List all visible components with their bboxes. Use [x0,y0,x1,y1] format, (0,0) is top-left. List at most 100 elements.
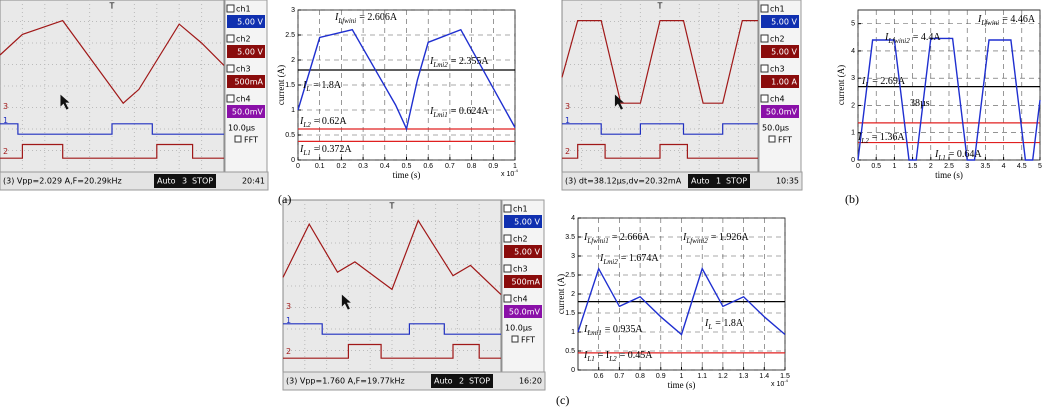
level-marker: 1 [3,116,8,125]
x-axis-label: time (s) [393,170,421,180]
x-tick-label: 3 [965,163,969,170]
channel-setting: 5.00 V [237,18,263,27]
x-tick-label: 5 [1038,163,1042,170]
y-tick-label: 3 [571,253,575,260]
mode: Auto [691,177,710,186]
scope: T312ch15.00 Vch25.00 Vch3500mAch450.0mV1… [0,0,268,190]
channel-setting: 500mA [511,278,540,287]
channel-checkbox [761,95,768,102]
channel-setting: 1.00 A [771,78,797,87]
x-tick-label: 0.9 [656,373,666,380]
annotation-subscript: L1 [586,355,594,363]
channel-name: ch3 [513,265,528,274]
x-tick-label: 0.5 [402,163,412,170]
x-tick-label: 0.3 [358,163,368,170]
y-tick-label: 0.5 [285,132,295,139]
run-state: STOP [192,177,213,186]
run-state: STOP [469,377,490,386]
mode: Auto [157,177,176,186]
trigger-mark: T [389,202,395,211]
clock: 20:41 [242,177,265,186]
annotation-subscript: L [305,85,310,93]
annotation-text: = 0.64A [949,149,983,160]
level-marker: 3 [565,102,570,111]
y-tick-label: 4 [851,48,855,55]
annotation-text: = 2.355A [451,56,490,67]
annotation-text: = 1.8A [313,80,342,91]
level-marker: 1 [565,116,570,125]
x-tick-label: 0.7 [615,373,625,380]
x-tick-label: 4.5 [1017,163,1027,170]
level-marker: 2 [286,347,291,356]
annotation-subscript: Lfwini2 [887,37,910,45]
channel-name: ch1 [770,5,785,14]
y-tick-label: 3 [851,75,855,82]
channel-setting: 50.0mV [232,108,264,117]
x-tick-label: 1.2 [718,373,728,380]
channel-setting: 50.0mV [766,108,798,117]
y-axis-label: current (A) [556,274,566,314]
x-tick-label: 0 [296,163,300,170]
annotation: 38µs [910,98,930,109]
x-tick-label: 1.1 [697,373,707,380]
channel-checkbox [761,35,768,42]
channel-setting: 5.00 V [771,48,797,57]
caption: (a) [278,192,291,206]
annotation-text: = I [598,350,609,361]
fft-checkbox [235,136,241,142]
x-tick-label: 0.6 [594,373,604,380]
exponent-base: x 10 [771,381,784,388]
annotation-subscript: Lfwini1 [586,237,608,245]
y-tick-label: 0.5 [565,348,575,355]
channel-setting: 500mA [234,78,263,87]
y-axis-label: current (A) [276,65,286,105]
trigger-mark: T [109,2,115,11]
x-tick-label: 1 [680,373,684,380]
scope: T312ch15.00 Vch25.00 Vch3500mAch450.0mV1… [283,200,545,390]
y-tick-label: 2.5 [565,272,575,279]
channel-name: ch4 [236,95,251,104]
annotation-text: = 1.8A [715,318,744,329]
x-exponent: x 10-4 [501,168,519,178]
annotation-text: = 2.666A [612,232,651,243]
annotation-text: = 2.606A [359,12,398,23]
channel-name: ch2 [236,35,251,44]
x-tick-label: 4 [1002,163,1006,170]
annotation-text: = 1.674A [621,253,660,264]
annotation-text: = 0.372A [314,144,353,155]
channel-checkbox [761,65,768,72]
channel-checkbox [504,265,511,272]
x-tick-label: 2 [929,163,933,170]
annotation-subscript: Lfwini2 [685,237,708,245]
channel-name: ch2 [770,35,785,44]
caption: (b) [845,192,859,206]
run-state: STOP [726,177,747,186]
channel-setting: 50.0mV [509,308,541,317]
annotation-text: 38µs [910,98,930,109]
y-tick-label: 2.5 [285,32,295,39]
channel-setting: 5.00 V [771,18,797,27]
x-tick-label: 0.2 [337,163,347,170]
annotation-text: = 4.46A [1002,14,1036,25]
x-tick-label: 1.4 [759,373,769,380]
y-tick-label: 3 [291,7,295,14]
level-marker: 2 [565,147,570,156]
fft-label: FFT [521,336,535,345]
x-axis-label: time (s) [935,170,963,180]
channel-checkbox [504,235,511,242]
channel-checkbox [761,5,768,12]
channel-setting: 5.00 V [237,48,263,57]
annotation-subscript: L2 [860,137,869,145]
x-tick-label: 2.5 [944,163,954,170]
channel-name: ch4 [513,295,528,304]
y-axis-label: current (A) [836,65,846,105]
y-tick-label: 1 [291,107,295,114]
annotation-subscript: L1 [937,154,945,162]
x-tick-label: 0.6 [423,163,433,170]
caption: (c) [556,393,569,407]
trigger-source: 3 [182,177,187,186]
exponent-power: -4 [514,168,518,173]
annotation-text: = 0.624A [451,106,490,117]
